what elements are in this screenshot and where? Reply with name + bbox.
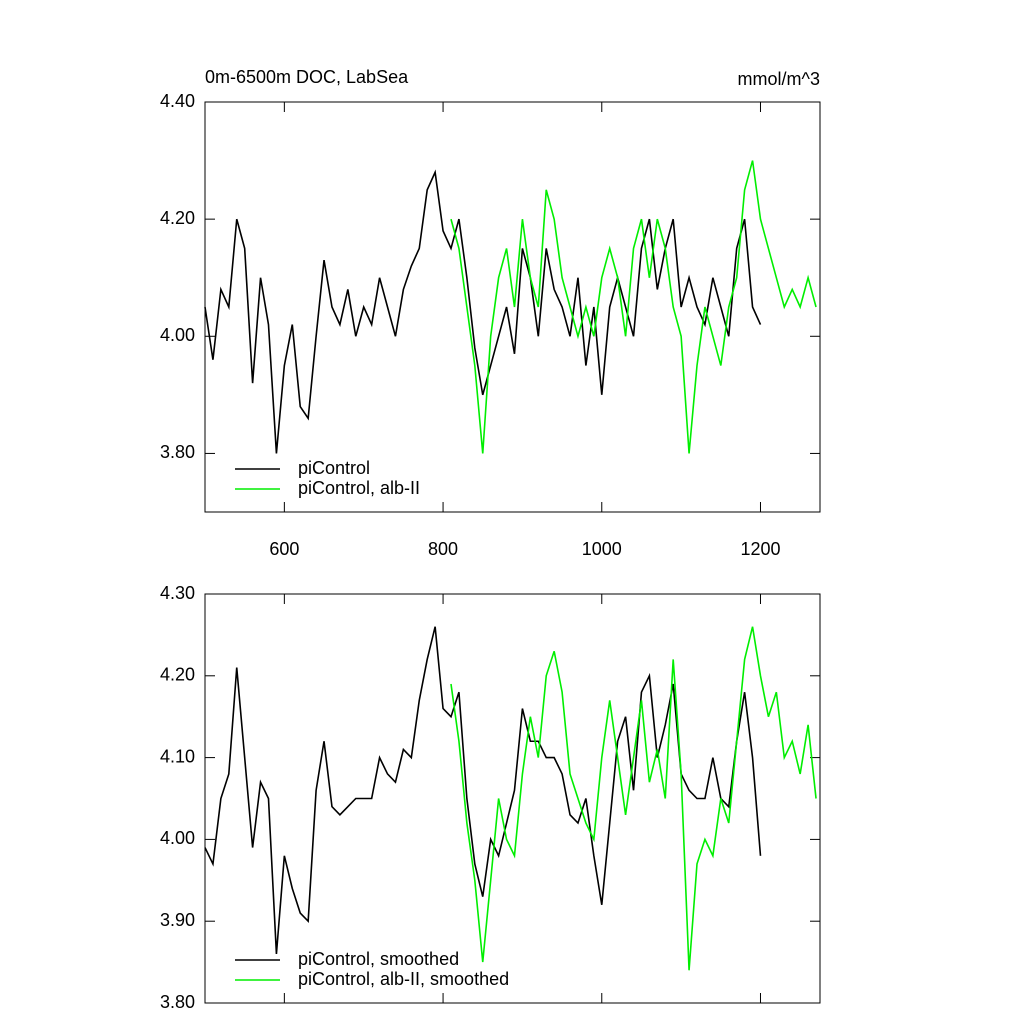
legend-label: piControl xyxy=(298,458,370,478)
units-label: mmol/m^3 xyxy=(738,69,820,89)
data-line xyxy=(450,626,817,971)
legend-label: piControl, alb-II xyxy=(298,478,420,498)
legend-label: piControl, smoothed xyxy=(298,949,459,969)
y-tick-label: 4.10 xyxy=(160,746,195,766)
y-tick-label: 4.20 xyxy=(160,665,195,685)
plot-frame xyxy=(204,101,821,513)
plot-frame xyxy=(204,593,821,1004)
y-tick-label: 4.00 xyxy=(160,828,195,848)
data-line xyxy=(204,169,762,454)
y-tick-label: 4.20 xyxy=(160,208,195,228)
x-tick-label: 800 xyxy=(428,539,458,559)
x-tick-label: 1000 xyxy=(582,539,622,559)
legend-label: piControl, alb-II, smoothed xyxy=(298,969,509,989)
y-tick-label: 4.30 xyxy=(160,583,195,603)
chart-title: 0m-6500m DOC, LabSea xyxy=(205,67,409,87)
y-tick-label: 4.00 xyxy=(160,325,195,345)
y-tick-label: 3.80 xyxy=(160,992,195,1012)
y-tick-label: 3.80 xyxy=(160,442,195,462)
y-tick-label: 4.40 xyxy=(160,91,195,111)
x-tick-label: 1200 xyxy=(740,539,780,559)
data-line xyxy=(450,160,817,454)
x-tick-label: 600 xyxy=(269,539,299,559)
data-line xyxy=(204,626,762,954)
y-tick-label: 3.90 xyxy=(160,910,195,930)
